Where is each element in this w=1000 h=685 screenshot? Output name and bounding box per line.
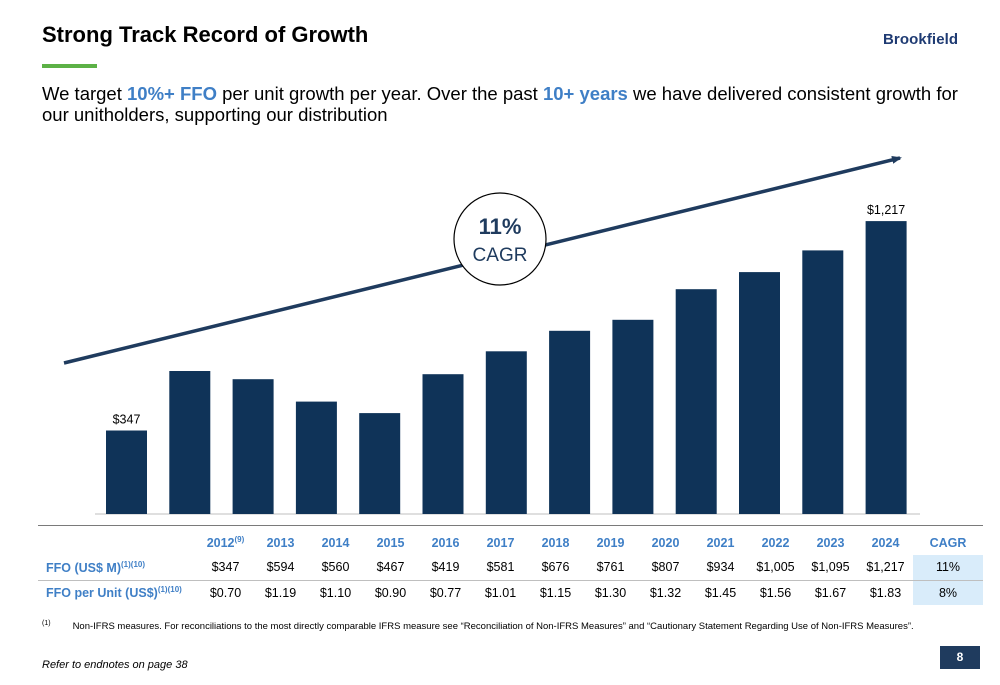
- cagr-cell: 11%: [913, 555, 983, 581]
- bar-2018: [485, 351, 527, 514]
- table-cell: $581: [473, 555, 528, 581]
- cagr-header: CAGR: [929, 535, 967, 550]
- table-top-rule: [38, 525, 983, 526]
- table-cell: $1.10: [319, 585, 352, 600]
- year-header-2018: 2018: [541, 535, 570, 550]
- table-body: FFO (US$ M)(1)(10) $347 $594 $560 $467 $419 $5…: [38, 555, 983, 605]
- table-cell: $419: [418, 555, 473, 581]
- bar-2021: [675, 289, 717, 514]
- year-header-2012: 2012(9): [206, 534, 245, 551]
- page-number: 8: [940, 646, 980, 669]
- table-cell: $1.83: [869, 585, 902, 600]
- year-header-2017: 2017: [486, 535, 515, 550]
- footnote: (1) Non-IFRS measures. For reconciliation…: [42, 620, 914, 632]
- bar-2020: [612, 319, 654, 514]
- table-cell: $1.67: [814, 585, 847, 600]
- table-cell: $594: [253, 555, 308, 581]
- table-cell: $934: [693, 555, 748, 581]
- year-header-2014: 2014: [321, 535, 350, 550]
- bar-2024: [865, 221, 907, 514]
- ffo-bar-chart: $347 $1,217 11% CAGR: [63, 156, 920, 515]
- year-header-2019: 2019: [596, 535, 625, 550]
- year-header-2022: 2022: [761, 535, 790, 550]
- cagr-circle: [453, 192, 547, 286]
- table-cell: $761: [583, 555, 638, 581]
- table-cell: $560: [308, 555, 363, 581]
- subtitle: We target 10%+ FFO per unit growth per y…: [42, 83, 987, 125]
- year-header-2020: 2020: [651, 535, 680, 550]
- year-header-2016: 2016: [431, 535, 460, 550]
- table-cell: $347: [198, 555, 253, 581]
- table-row: FFO (US$ M)(1)(10) $347 $594 $560 $467 $419 $5…: [38, 555, 983, 581]
- page-title: Strong Track Record of Growth: [42, 22, 369, 47]
- title-accent-line: [42, 64, 97, 68]
- cagr-percent: 11%: [479, 214, 522, 239]
- table-cell: $1.30: [594, 585, 627, 600]
- table-cell: $807: [638, 555, 693, 581]
- bar-2013: [169, 371, 211, 514]
- footnote-text: Non-IFRS measures. For reconciliations t…: [72, 621, 914, 633]
- cagr-label: CAGR: [473, 245, 528, 266]
- table-cell: $0.77: [429, 585, 462, 600]
- subtitle-highlight-ffo: 10%+ FFO: [127, 83, 217, 104]
- table-cell: $1,005: [748, 555, 803, 581]
- table-cell: $676: [528, 555, 583, 581]
- table-cell: $1.45: [704, 585, 737, 600]
- bar-2012: [106, 430, 147, 514]
- bar-2014: [232, 379, 274, 514]
- subtitle-text-1: We target: [42, 83, 128, 104]
- year-header-2021: 2021: [706, 535, 735, 550]
- row-label: FFO (US$ M)(1)(10): [38, 555, 198, 581]
- table-cell: $1.19: [264, 585, 297, 600]
- table-cell: $0.70: [209, 585, 242, 600]
- subtitle-text-2: per unit growth per year. Over the past: [216, 83, 543, 104]
- table-corner-cell: [38, 530, 198, 555]
- table-cell: $1,217: [858, 555, 913, 581]
- bar-labels-group: $347 $1,217: [113, 203, 906, 426]
- year-header-2015: 2015: [376, 535, 405, 550]
- table-cell: $1.15: [539, 585, 572, 600]
- table-cell: $1.56: [759, 585, 792, 600]
- year-header-2023: 2023: [816, 535, 845, 550]
- bar-value-label-2012: $347: [113, 413, 141, 427]
- table-cell: $467: [363, 555, 418, 581]
- footnote-marker: (1): [42, 620, 51, 627]
- table-row: FFO per Unit (US$)(1)(10) $0.70 $1.19 $1.10…: [38, 580, 983, 605]
- table-cell: $1.01: [484, 585, 517, 600]
- cagr-cell: 8%: [913, 580, 983, 605]
- row-label: FFO per Unit (US$)(1)(10): [46, 585, 182, 601]
- endnotes-reference: Refer to endnotes on page 38: [42, 659, 188, 671]
- table-cell: $1,095: [803, 555, 858, 581]
- year-header-2013: 2013: [266, 535, 295, 550]
- bars-group: [106, 221, 907, 514]
- year-header-2024: 2024: [871, 535, 900, 550]
- bar-2015: [295, 401, 337, 514]
- bar-2016: [359, 413, 401, 514]
- table-header-row: 2012(9) 2013 2014 2015 2016 2017 2018 2019 2020 2…: [38, 530, 983, 555]
- brookfield-logo: Brookfield: [883, 31, 959, 48]
- bar-2017: [422, 374, 464, 514]
- ffo-data-table: 2012(9) 2013 2014 2015 2016 2017 2018 2019 2020 2…: [38, 530, 983, 605]
- bar-2019: [549, 330, 591, 514]
- bar-2022: [739, 272, 780, 514]
- subtitle-text-3: we have delivered consistent growth for …: [42, 83, 958, 125]
- subtitle-highlight-years: 10+ years: [542, 83, 628, 104]
- table-cell: $0.90: [374, 585, 407, 600]
- table-cell: $1.32: [649, 585, 682, 600]
- bar-value-label-2024: $1,217: [867, 203, 905, 217]
- bar-2023: [802, 250, 844, 514]
